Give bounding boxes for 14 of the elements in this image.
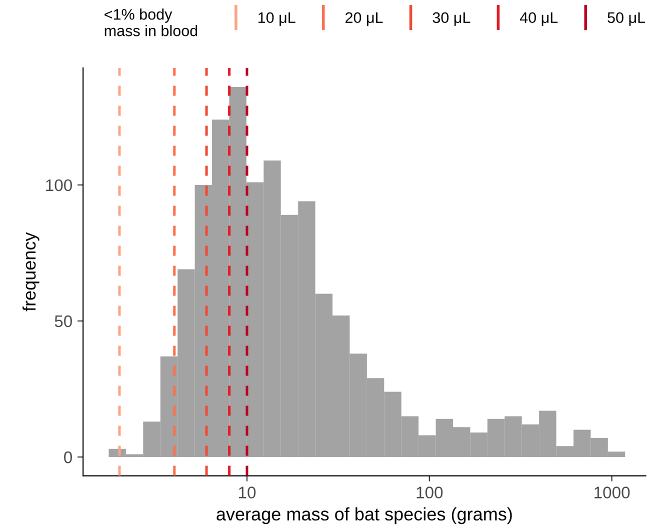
x-tick-label: 1000 xyxy=(594,486,630,498)
legend-label: 40 μL xyxy=(520,12,558,26)
legend-label: 50 μL xyxy=(608,12,646,26)
legend-title: <1% body mass in blood xyxy=(104,8,198,36)
x-tick-label: 10 xyxy=(238,486,256,498)
legend-label: 30 μL xyxy=(432,12,470,26)
x-axis-title: average mass of bat species (grams) xyxy=(216,507,512,524)
legend-label: 20 μL xyxy=(346,12,383,26)
y-axis-title: frequency xyxy=(22,232,40,312)
x-tick-label: 100 xyxy=(416,486,443,498)
y-tick-label: 100 xyxy=(46,179,72,192)
y-tick-label: 0 xyxy=(64,451,72,464)
y-tick-label: 50 xyxy=(54,315,72,328)
legend-label: 10 μL xyxy=(258,12,296,26)
